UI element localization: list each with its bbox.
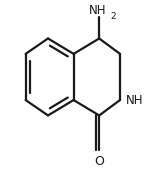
Text: NH: NH bbox=[89, 4, 106, 17]
Text: NH: NH bbox=[126, 93, 143, 107]
Text: 2: 2 bbox=[110, 12, 116, 21]
Text: O: O bbox=[94, 155, 104, 168]
